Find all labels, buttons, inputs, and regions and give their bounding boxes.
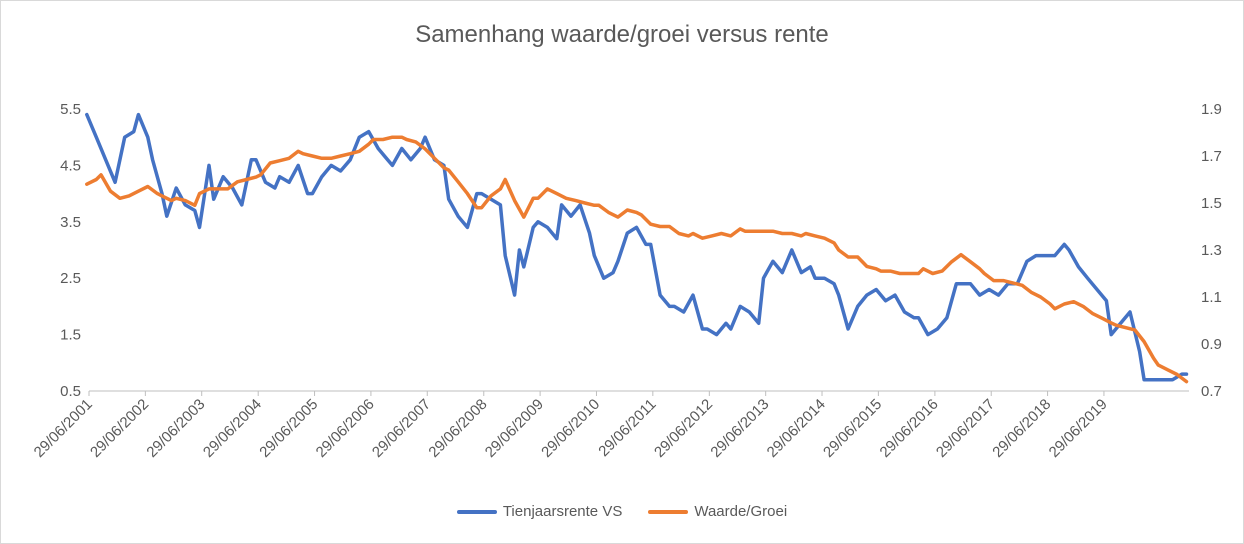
legend-swatch-orange xyxy=(648,509,689,514)
y-right-tick-label: 1.7 xyxy=(1201,148,1222,165)
axes: 0.5 1.5 2.5 3.5 4.5 5.5 0.7 0.9 1.1 1.3 1.5 1.7 1.9 2… xyxy=(31,101,1222,461)
y-right-tick-label: 0.7 xyxy=(1201,383,1222,400)
x-tick-label: 29/06/2007 xyxy=(369,396,434,461)
y-right-tick-label: 1.1 xyxy=(1201,289,1222,306)
x-tick-label: 29/06/2012 xyxy=(651,396,716,461)
legend-label: Waarde/Groei xyxy=(694,503,788,520)
chart-title: Samenhang waarde/groei versus rente xyxy=(415,21,829,48)
x-tick-label: 29/06/2008 xyxy=(425,396,490,461)
x-tick-label: 29/06/2005 xyxy=(256,396,321,461)
y-left-tick-label: 1.5 xyxy=(60,327,81,344)
legend-item-tienjaarsrente[interactable]: Tienjaarsrente VS xyxy=(456,503,623,520)
x-tick-label: 29/06/2002 xyxy=(87,396,152,461)
y-left-tick-label: 2.5 xyxy=(60,270,81,287)
x-tick-label: 29/06/2018 xyxy=(989,396,1054,461)
x-tick-label: 29/06/2014 xyxy=(764,396,829,461)
legend-label: Tienjaarsrente VS xyxy=(502,503,623,520)
x-tick-label: 29/06/2017 xyxy=(933,396,998,461)
series-lines xyxy=(85,112,1189,384)
x-tick-label: 29/06/2016 xyxy=(877,396,942,461)
y-left-tick-label: 0.5 xyxy=(60,383,81,400)
y-right-tick-label: 1.5 xyxy=(1201,195,1222,212)
x-tick-label: 29/06/2001 xyxy=(31,396,96,461)
series-line-tienjaarsrente xyxy=(85,112,1189,382)
x-tick-label: 29/06/2004 xyxy=(200,396,265,461)
y-right-tick-label: 0.9 xyxy=(1201,336,1222,353)
y-left-tick-label: 5.5 xyxy=(60,101,81,118)
y-left-tick-label: 3.5 xyxy=(60,214,81,231)
legend: Tienjaarsrente VS Waarde/Groei xyxy=(1,503,1243,520)
x-tick-label: 29/06/2015 xyxy=(820,396,885,461)
y-right-tick-label: 1.3 xyxy=(1201,242,1222,259)
x-tick-label: 29/06/2013 xyxy=(707,396,772,461)
y-left-tick-label: 4.5 xyxy=(60,157,81,174)
x-tick-label: 29/06/2011 xyxy=(595,396,659,460)
legend-item-waarde-groei[interactable]: Waarde/Groei xyxy=(648,503,787,520)
x-tick-label: 29/06/2010 xyxy=(538,396,603,461)
x-tick-label: 29/06/2006 xyxy=(313,396,378,461)
y-right-tick-label: 1.9 xyxy=(1201,101,1222,118)
series-line-waarde-groei xyxy=(85,135,1189,384)
x-tick-label: 29/06/2009 xyxy=(482,396,547,461)
x-tick-label: 29/06/2003 xyxy=(143,396,208,461)
legend-swatch-blue xyxy=(456,509,497,514)
x-tick-label: 29/06/2019 xyxy=(1046,396,1111,461)
